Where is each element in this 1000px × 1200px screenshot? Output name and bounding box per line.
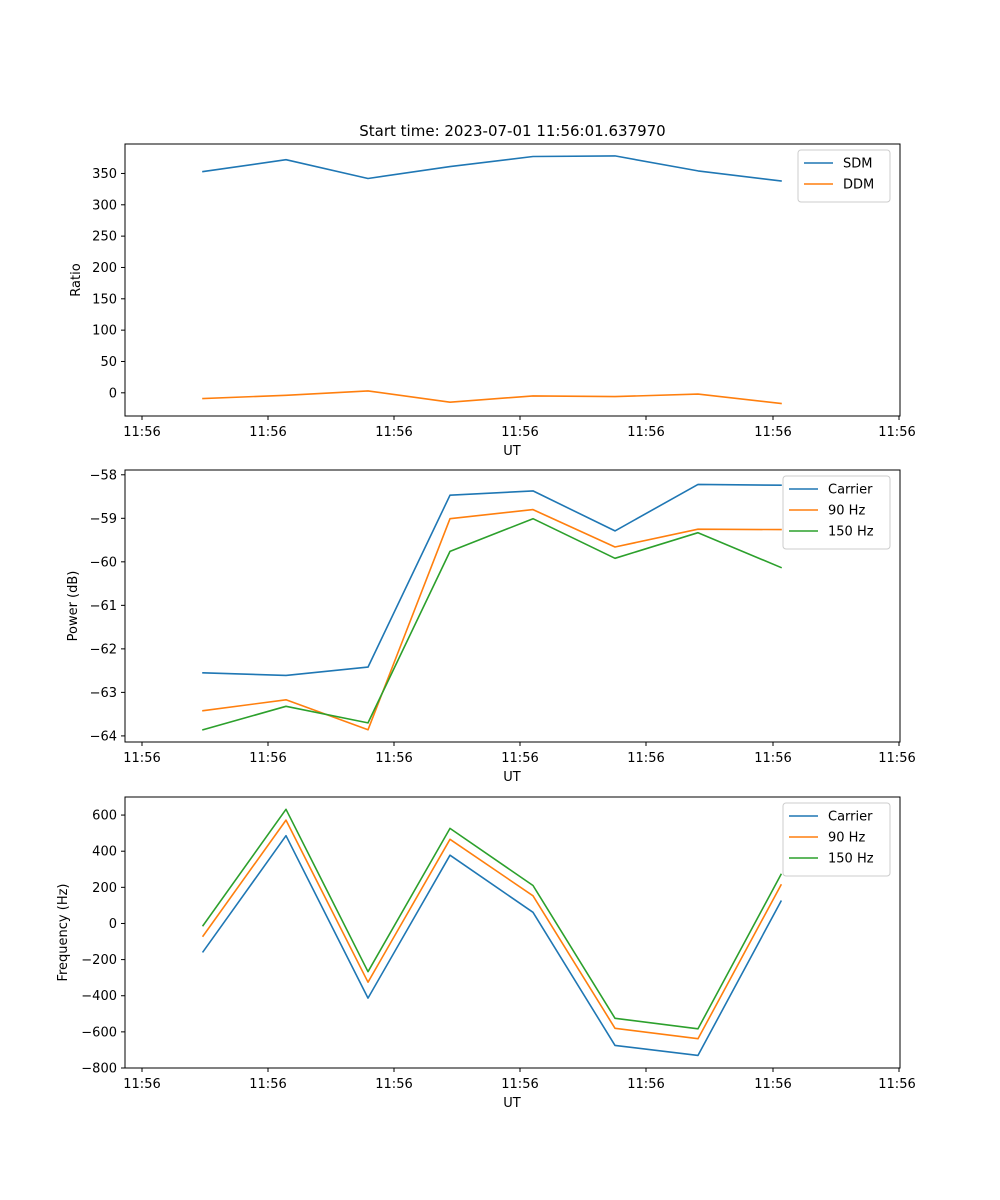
x-tick-label: 11:56 bbox=[375, 1077, 412, 1092]
subplots: 11:56 11:56 11:56 11:56 11:56 11:56 11:56 0 50 10… bbox=[56, 143, 916, 1111]
series-line-sdm bbox=[202, 155, 782, 182]
x-tick-label: 11:56 bbox=[501, 751, 538, 766]
legend: Carrier 90 Hz 150 Hz bbox=[782, 802, 891, 877]
x-tick-label: 11:56 bbox=[375, 751, 412, 766]
y-axis-label: Power (dB) bbox=[66, 571, 81, 642]
legend-label: Carrier bbox=[828, 810, 873, 825]
x-tick-label: 11:56 bbox=[627, 1077, 664, 1092]
y-tick-label: −62 bbox=[90, 642, 117, 657]
x-tick-label: 11:56 bbox=[249, 1077, 286, 1092]
y-tick-label: −59 bbox=[90, 512, 117, 527]
legend: SDM DDM bbox=[797, 149, 891, 203]
series-line-ddm bbox=[202, 390, 782, 405]
x-tick-label: 11:56 bbox=[754, 1077, 791, 1092]
y-axis-label: Frequency (Hz) bbox=[56, 883, 71, 981]
legend-label: 90 Hz bbox=[828, 504, 865, 519]
y-tick-label: 200 bbox=[92, 881, 117, 896]
x-tick-label: 11:56 bbox=[501, 425, 538, 440]
x-tick-label: 11:56 bbox=[375, 425, 412, 440]
subplot-1: 11:56 11:56 11:56 11:56 11:56 11:56 11:56 0 50 10… bbox=[69, 143, 916, 459]
legend-label: 150 Hz bbox=[828, 852, 874, 867]
x-axis-label: UT bbox=[503, 770, 521, 785]
x-axis-label: UT bbox=[503, 1096, 521, 1111]
y-tick-label: 400 bbox=[92, 845, 117, 860]
x-tick-label: 11:56 bbox=[123, 751, 160, 766]
axes-frame bbox=[124, 469, 901, 743]
y-tick-label: −400 bbox=[81, 989, 117, 1004]
y-tick-label: −63 bbox=[90, 686, 117, 701]
legend-label: SDM bbox=[843, 157, 872, 172]
series-line-150-hz bbox=[201, 808, 783, 1030]
x-tick-label: 11:56 bbox=[754, 751, 791, 766]
legend-label: DDM bbox=[843, 178, 874, 193]
series-line-90-hz bbox=[201, 819, 783, 1040]
legend-label: 150 Hz bbox=[828, 525, 874, 540]
x-tick-label: 11:56 bbox=[878, 751, 915, 766]
legend-label: Carrier bbox=[828, 483, 873, 498]
y-tick-label: 100 bbox=[92, 324, 117, 339]
x-tick-label: 11:56 bbox=[878, 1077, 915, 1092]
x-tick-label: 11:56 bbox=[501, 1077, 538, 1092]
series-line-90-hz bbox=[202, 508, 782, 731]
series-line-carrier bbox=[201, 834, 783, 1057]
y-tick-label: 150 bbox=[92, 292, 117, 307]
x-tick-label: 11:56 bbox=[249, 425, 286, 440]
x-tick-label: 11:56 bbox=[123, 425, 160, 440]
y-tick-label: 200 bbox=[92, 261, 117, 276]
legend-label: 90 Hz bbox=[828, 831, 865, 846]
y-tick-label: −60 bbox=[90, 555, 117, 570]
y-tick-label: −600 bbox=[81, 1025, 117, 1040]
x-tick-label: 11:56 bbox=[627, 751, 664, 766]
subplot-2: 11:56 11:56 11:56 11:56 11:56 11:56 11:56 −64 −6… bbox=[66, 468, 916, 785]
y-tick-label: 300 bbox=[92, 198, 117, 213]
y-tick-label: 600 bbox=[92, 809, 117, 824]
x-tick-label: 11:56 bbox=[249, 751, 286, 766]
x-tick-label: 11:56 bbox=[627, 425, 664, 440]
y-tick-label: −61 bbox=[90, 599, 117, 614]
y-tick-label: −200 bbox=[81, 953, 117, 968]
axes-frame bbox=[124, 143, 901, 417]
y-tick-label: −64 bbox=[90, 729, 117, 744]
x-axis-label: UT bbox=[503, 444, 521, 459]
y-tick-label: −800 bbox=[81, 1062, 117, 1077]
axes-frame bbox=[124, 796, 901, 1069]
x-tick-label: 11:56 bbox=[878, 425, 915, 440]
y-tick-label: 50 bbox=[100, 355, 117, 370]
x-tick-label: 11:56 bbox=[754, 425, 791, 440]
y-tick-label: 0 bbox=[109, 386, 117, 401]
series-line-150-hz bbox=[202, 517, 783, 731]
y-axis-label: Ratio bbox=[69, 263, 84, 296]
y-tick-label: 250 bbox=[92, 230, 117, 245]
legend: Carrier 90 Hz 150 Hz bbox=[782, 475, 891, 550]
subplot-3: 11:56 11:56 11:56 11:56 11:56 11:56 11:56 −800 −… bbox=[56, 796, 916, 1111]
y-tick-label: 0 bbox=[109, 917, 117, 932]
x-tick-label: 11:56 bbox=[123, 1077, 160, 1092]
series-line-carrier bbox=[202, 483, 782, 677]
figure-title: Start time: 2023-07-01 11:56:01.637970 bbox=[359, 122, 665, 140]
y-tick-label: 350 bbox=[92, 167, 117, 182]
y-tick-label: −58 bbox=[90, 468, 117, 483]
